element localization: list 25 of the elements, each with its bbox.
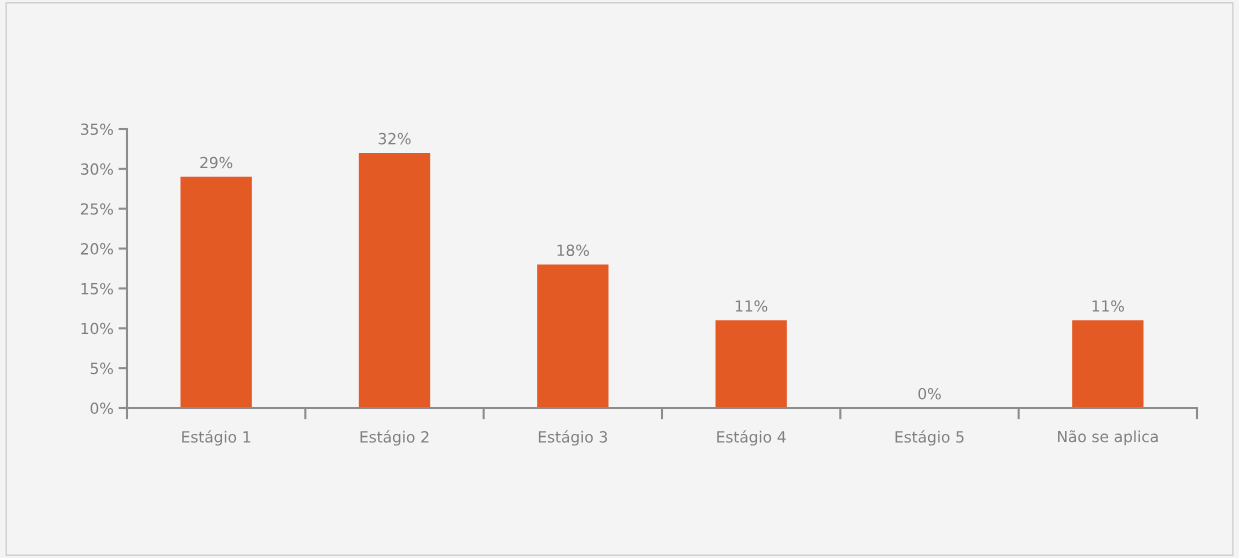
data-label: 11% xyxy=(1092,300,1124,312)
data-label: 11% xyxy=(735,300,768,312)
y-tick-label: 20% xyxy=(80,243,113,255)
bar xyxy=(358,152,431,408)
x-tick-label: Estágio 1 xyxy=(182,430,251,446)
y-tick-label: 5% xyxy=(90,362,113,375)
x-tick-label: Estágio 5 xyxy=(895,430,964,446)
x-tick-label: Não se aplica xyxy=(1058,430,1158,446)
bar xyxy=(537,264,609,408)
y-tick-label: 10% xyxy=(81,322,113,335)
data-label: 0% xyxy=(918,387,941,400)
data-label: 32% xyxy=(378,132,411,145)
y-tick-label: 0% xyxy=(90,402,113,415)
bar xyxy=(1072,320,1144,408)
bar xyxy=(180,176,252,408)
x-tick-label: Estágio 3 xyxy=(538,430,608,446)
y-tick-label: 15% xyxy=(81,282,113,295)
data-label: 29% xyxy=(200,156,233,169)
x-tick-label: Estágio 4 xyxy=(717,430,786,446)
x-tick-label: Estágio 2 xyxy=(360,430,429,446)
y-tick-label: 30% xyxy=(81,163,113,175)
y-tick-label: 35% xyxy=(81,123,113,136)
bar xyxy=(715,320,787,408)
data-label: 18% xyxy=(557,244,589,256)
y-tick-label: 25% xyxy=(80,203,113,215)
